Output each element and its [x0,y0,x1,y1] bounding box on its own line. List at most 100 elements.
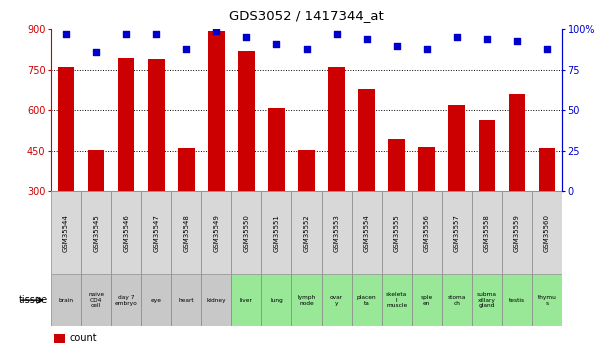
Text: stoma
ch: stoma ch [448,295,466,306]
Bar [298,150,315,191]
Text: GSM35546: GSM35546 [123,214,129,252]
Bar [171,274,201,326]
Text: lung: lung [270,298,283,303]
Text: count: count [70,334,97,343]
Bar [418,147,435,191]
Text: GSM35552: GSM35552 [304,214,310,252]
Text: GSM35547: GSM35547 [153,214,159,252]
Point [452,34,462,40]
Text: GSM35560: GSM35560 [544,214,550,252]
Bar [382,274,412,326]
Bar [148,59,165,191]
Bar [268,108,285,191]
Point [392,43,401,48]
Point [242,34,251,40]
Bar [141,191,171,274]
Text: GSM35557: GSM35557 [454,214,460,252]
Text: sple
en: sple en [421,295,433,306]
Bar [322,274,352,326]
Bar [358,89,375,191]
Text: GSM35556: GSM35556 [424,214,430,252]
Bar [178,148,195,191]
Text: tissue: tissue [19,295,48,305]
Point [182,46,191,51]
Bar [291,191,322,274]
Text: thymu
s: thymu s [537,295,557,306]
Bar [472,274,502,326]
Bar [88,150,105,191]
Point [91,49,101,55]
Bar [502,274,532,326]
Text: lymph
node: lymph node [297,295,316,306]
Text: GSM35550: GSM35550 [243,214,249,252]
Point [61,31,71,37]
Text: kidney: kidney [207,298,226,303]
Bar [261,274,291,326]
Bar [382,191,412,274]
Bar [442,274,472,326]
Text: GSM35549: GSM35549 [213,214,219,252]
Bar [412,274,442,326]
Text: brain: brain [59,298,73,303]
Point [272,41,281,47]
Text: subma
xillary
gland: subma xillary gland [477,292,497,308]
Text: eye: eye [151,298,162,303]
Text: ovar
y: ovar y [330,295,343,306]
Bar [51,274,81,326]
Text: GSM35558: GSM35558 [484,214,490,252]
Bar [208,31,225,191]
Text: placen
ta: placen ta [357,295,376,306]
Text: GSM35544: GSM35544 [63,214,69,252]
Bar [141,274,171,326]
Point [212,28,221,34]
Point [332,31,341,37]
Bar [238,51,255,191]
Bar [54,334,65,343]
Point [302,46,311,51]
Text: naive
CD4
cell: naive CD4 cell [88,292,104,308]
Text: GSM35555: GSM35555 [394,214,400,252]
Bar [201,274,231,326]
Text: GSM35548: GSM35548 [183,214,189,252]
Text: GSM35553: GSM35553 [334,214,340,252]
Point [362,36,371,42]
Text: testis: testis [509,298,525,303]
Bar [118,58,135,191]
Text: GSM35554: GSM35554 [364,214,370,252]
Bar [291,274,322,326]
Bar [261,191,291,274]
Text: GSM35545: GSM35545 [93,214,99,252]
Bar [328,67,345,191]
Bar [472,191,502,274]
Bar [502,191,532,274]
Point [151,31,161,37]
Bar [322,191,352,274]
Bar [412,191,442,274]
Bar [81,191,111,274]
Text: skeleta
l
muscle: skeleta l muscle [386,292,407,308]
Text: GSM35551: GSM35551 [273,214,279,252]
Point [542,46,552,51]
Point [512,38,522,43]
Bar [448,105,465,191]
Point [121,31,131,37]
Bar [508,94,525,191]
Text: liver: liver [240,298,253,303]
Text: day 7
embryo: day 7 embryo [115,295,138,306]
Text: GSM35559: GSM35559 [514,214,520,252]
Bar [388,139,405,191]
Bar [51,191,81,274]
Bar [478,120,495,191]
Bar [231,274,261,326]
Point [482,36,492,42]
Text: heart: heart [178,298,194,303]
Bar [111,191,141,274]
Text: GDS3052 / 1417344_at: GDS3052 / 1417344_at [229,9,384,22]
Bar [442,191,472,274]
Bar [352,191,382,274]
Bar [231,191,261,274]
Bar [111,274,141,326]
Point [422,46,432,51]
Bar [532,274,562,326]
Bar [58,67,75,191]
